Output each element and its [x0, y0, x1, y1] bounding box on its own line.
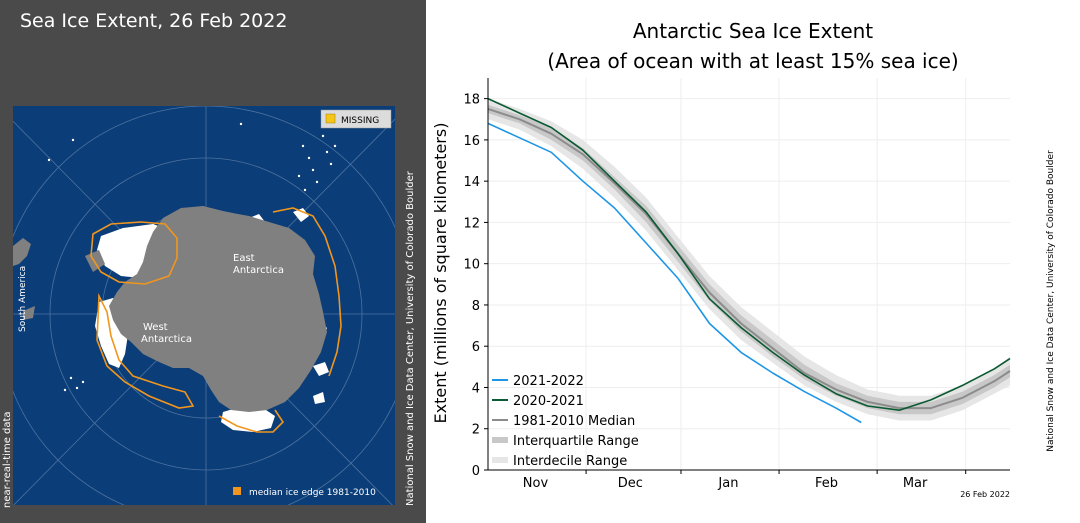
near-real-time-label: near-real-time data — [2, 411, 13, 508]
median-edge-swatch — [233, 487, 241, 495]
chart-panel: Antarctic Sea Ice Extent (Area of ocean … — [426, 0, 1080, 523]
label-south-america: South America — [18, 266, 28, 332]
band-interquartile-range — [488, 104, 1010, 415]
map-title: Sea Ice Extent, 26 Feb 2022 — [20, 10, 288, 32]
band-interdecile-range — [488, 98, 1010, 421]
legend-label: 1981-2010 Median — [513, 414, 635, 429]
series-line-1981-2010-median — [487, 107, 1011, 410]
map-credit: National Snow and Ice Data Center, Unive… — [405, 171, 416, 506]
y-axis-label: Extent (millions of square kilometers) — [431, 123, 450, 424]
y-tick-label: 14 — [463, 175, 480, 190]
missing-legend: MISSING — [320, 109, 392, 129]
label-west-antarctica-2: Antarctica — [141, 334, 192, 345]
y-tick-label: 10 — [463, 258, 480, 273]
y-tick-label: 4 — [472, 381, 480, 396]
y-tick-label: 0 — [472, 464, 480, 479]
x-tick-label: Nov — [523, 476, 549, 491]
missing-label: MISSING — [341, 116, 379, 126]
y-tick-label: 6 — [472, 340, 480, 355]
label-east-antarctica-2: Antarctica — [233, 265, 284, 276]
map-panel: Sea Ice Extent, 26 Feb 2022 — [0, 0, 426, 523]
x-tick-label: Mar — [903, 476, 928, 491]
y-tick-label: 18 — [463, 93, 480, 108]
south-america-land — [13, 238, 31, 266]
antarctica-land — [109, 206, 327, 412]
median-ice-edge — [90, 221, 178, 285]
chart: Antarctic Sea Ice Extent (Area of ocean … — [431, 19, 1056, 499]
legend-label: Interquartile Range — [513, 434, 639, 449]
ice-dots — [47, 122, 337, 392]
x-tick-label: Jan — [717, 476, 738, 491]
missing-swatch — [325, 113, 336, 124]
chart-credit: National Snow and Ice Data Center, Unive… — [1046, 150, 1056, 452]
series-line-2021-2022 — [487, 122, 862, 424]
median-edge-label: median ice edge 1981-2010 — [249, 488, 376, 498]
y-tick-label: 12 — [463, 216, 480, 231]
median-edge-legend: median ice edge 1981-2010 — [233, 487, 376, 498]
series-line-2020-2021 — [487, 97, 1011, 411]
chart-title: Antarctic Sea Ice Extent — [633, 19, 873, 43]
legend-label: Interdecile Range — [513, 454, 627, 469]
legend-label: 2021-2022 — [513, 374, 584, 389]
y-tick-label: 16 — [463, 134, 480, 149]
chart-subtitle: (Area of ocean with at least 15% sea ice… — [547, 49, 958, 73]
y-tick-label: 2 — [472, 423, 480, 438]
sea-ice-map: East Antarctica West Antarctica South Am… — [13, 106, 395, 505]
x-tick-label: Feb — [815, 476, 838, 491]
y-tick-label: 8 — [472, 299, 480, 314]
date-label: 26 Feb 2022 — [960, 490, 1010, 499]
legend-label: 2020-2021 — [513, 394, 584, 409]
label-west-antarctica-1: West — [143, 322, 168, 333]
label-east-antarctica-1: East — [233, 253, 255, 264]
x-tick-label: Dec — [618, 476, 643, 491]
